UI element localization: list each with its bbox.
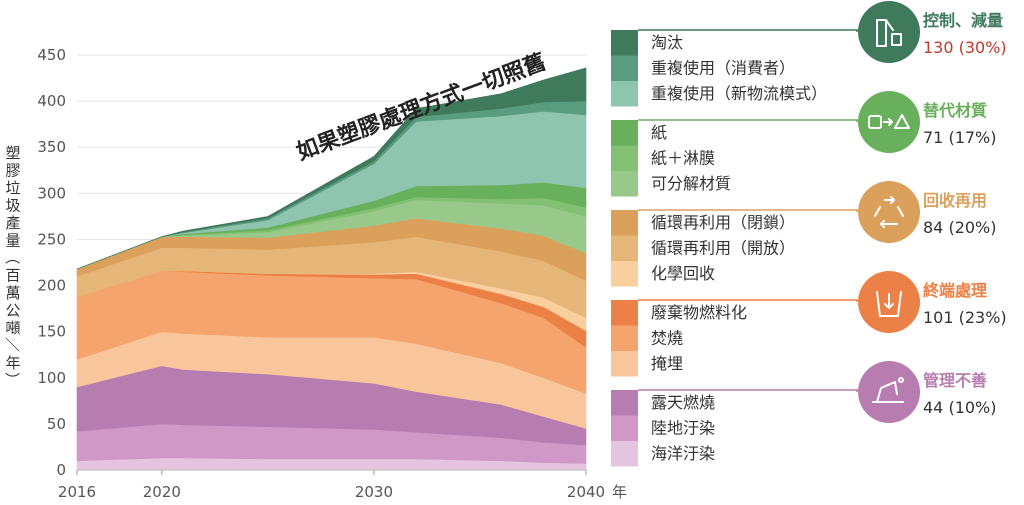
legend-swatch [611, 261, 638, 287]
disposal-icon [876, 291, 902, 317]
recycle-arrows [874, 199, 904, 225]
x-unit-label: 年 [612, 483, 627, 501]
x-tick-label: 2040 [567, 483, 605, 501]
bottle-shape [876, 381, 898, 403]
category-value: 84 (20%) [923, 218, 997, 237]
y-tick-label: 250 [37, 230, 66, 248]
legend-label: 化學回收 [651, 264, 715, 283]
legend-swatch [611, 81, 638, 107]
y-tick-label: 100 [37, 369, 66, 387]
legend-swatch [611, 55, 638, 81]
chart-areas [76, 67, 587, 471]
chart-axes: 0 50 100 150 200 250 300 350 400 450 2016 2020 2030 2… [37, 46, 627, 501]
y-label-char: 量 [5, 232, 20, 250]
legend-label: 紙 [651, 123, 667, 142]
drop-shape [898, 377, 904, 383]
category-title: 終端處理 [923, 281, 987, 300]
y-label-char: （ [3, 249, 21, 264]
square-shape [868, 115, 882, 129]
legend-label: 紙＋淋膜 [651, 149, 715, 168]
legend-label: 掩埋 [651, 354, 683, 373]
x-tick-label: 2030 [355, 483, 393, 501]
category-value: 101 (23%) [923, 308, 1007, 327]
bin-shape [876, 291, 902, 317]
y-tick-label: 450 [37, 46, 66, 64]
y-label-char: 垃 [5, 179, 20, 197]
y-tick-label: 200 [37, 277, 66, 295]
triangle-shape [894, 114, 910, 129]
category-circle [858, 1, 920, 63]
y-tick-label: 50 [47, 415, 66, 433]
category-title: 替代材質 [923, 101, 987, 120]
legend-label: 廢棄物燃料化 [651, 303, 747, 322]
y-label-char: ／ [3, 337, 21, 352]
legend-label: 陸地汙染 [651, 419, 715, 438]
y-label-char: 塑 [5, 144, 20, 162]
legend-swatch [611, 390, 638, 416]
legend-label: 重複使用（消費者） [651, 59, 795, 78]
arrow-heads [880, 196, 895, 228]
category-title: 控制、減量 [923, 11, 1003, 30]
legend-label: 可分解材質 [651, 174, 731, 193]
category-value: 71 (17%) [923, 128, 997, 147]
x-tick-label: 2016 [58, 483, 96, 501]
legend-swatch [611, 210, 638, 236]
legend-label: 露天燃燒 [651, 393, 715, 412]
recycle-icon [874, 196, 904, 228]
y-tick-label: 400 [37, 92, 66, 110]
mismanaged-icon [872, 377, 904, 403]
y-label-char: ） [3, 372, 21, 387]
y-label-char: 年 [5, 354, 20, 372]
arrow-shape [883, 118, 893, 126]
legend-swatch [611, 441, 638, 467]
legend-swatch [611, 171, 638, 197]
legend-swatch [611, 300, 638, 326]
reduce-icon [876, 19, 902, 47]
y-tick-label: 350 [37, 138, 66, 156]
legend-label: 海洋汙染 [651, 444, 715, 463]
y-tick-label: 150 [37, 323, 66, 341]
down-arrow-shape [884, 293, 894, 309]
y-label-char: 萬 [5, 284, 20, 302]
legend-swatch [611, 415, 638, 441]
area-series [76, 67, 587, 270]
category-title: 回收再用 [923, 191, 987, 210]
y-label-char: 產 [5, 214, 20, 232]
y-label-char: 百 [5, 267, 20, 285]
legend-label: 重複使用（新物流模式） [651, 84, 827, 103]
category-circle [858, 361, 920, 423]
legend-label: 焚燒 [651, 329, 683, 348]
x-tick-label: 2020 [143, 483, 181, 501]
legend-label: 循環再利用（閉鎖） [651, 213, 795, 232]
legend-swatch [611, 120, 638, 146]
category-circle [858, 181, 920, 243]
y-label-char: 圾 [5, 197, 20, 215]
y-tick-label: 0 [56, 461, 66, 479]
category-title: 管理不善 [923, 371, 987, 390]
legend-swatch [611, 235, 638, 261]
category-value: 130 (30%) [923, 38, 1007, 57]
legend-swatch [611, 351, 638, 377]
legend-swatch [611, 325, 638, 351]
category-summary: 控制、減量 130 (30%) 替代材質 71 (17%) 回收再用 84 (20%) 終端… [638, 1, 1007, 423]
legend-swatch [611, 145, 638, 171]
y-label-char: 膠 [5, 162, 20, 180]
y-tick-label: 300 [37, 184, 66, 202]
y-label-char: 公 [5, 302, 20, 320]
legend-label: 循環再利用（開放） [651, 239, 795, 258]
y-label-char: 噸 [5, 319, 20, 337]
substitute-icon [868, 114, 910, 129]
legend-label: 淘汰 [651, 33, 683, 52]
category-value: 44 (10%) [923, 398, 997, 417]
slash-shape [885, 19, 894, 31]
legend-swatch [611, 30, 638, 56]
cup-shape [891, 33, 902, 46]
